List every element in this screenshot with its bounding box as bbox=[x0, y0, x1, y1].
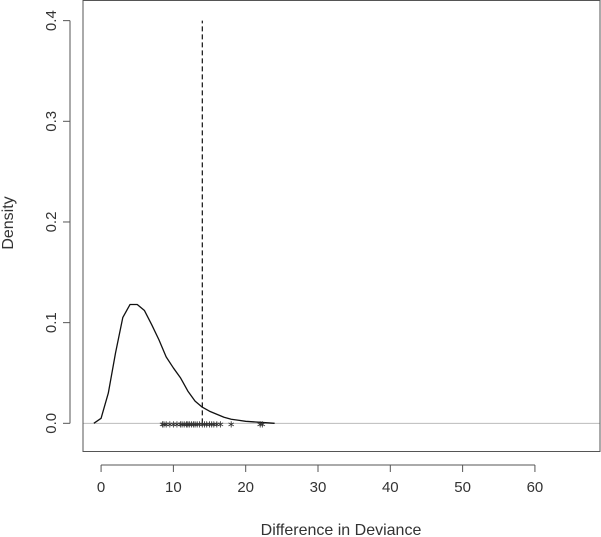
rug-point: ∗ bbox=[205, 419, 213, 430]
y-tick-label: 0.0 bbox=[43, 413, 60, 434]
rug-point: ∗ bbox=[180, 419, 188, 430]
y-tick-label: 0.4 bbox=[43, 10, 60, 31]
rug-point: ∗ bbox=[198, 419, 206, 430]
x-axis: 0 10 20 30 40 50 60 bbox=[97, 464, 544, 496]
rug-point: ∗ bbox=[173, 419, 181, 430]
y-tick-label: 0.2 bbox=[43, 212, 60, 233]
density-curve-line bbox=[93, 303, 275, 424]
rug-point: ∗ bbox=[227, 419, 235, 430]
rug-point: ∗ bbox=[189, 419, 197, 430]
rug-point: ∗ bbox=[191, 419, 199, 430]
x-axis-label: Difference in Deviance bbox=[261, 522, 422, 537]
rug-point: ∗ bbox=[182, 419, 190, 430]
x-tick-label: 60 bbox=[527, 479, 544, 496]
x-tick-label: 20 bbox=[237, 479, 254, 496]
rug-point: ∗ bbox=[185, 419, 193, 430]
y-axis: 0.0 0.1 0.2 0.3 0.4 bbox=[43, 10, 71, 434]
rug-point: ∗ bbox=[166, 419, 174, 430]
rug-point: ∗ bbox=[193, 419, 201, 430]
rug-point: ∗ bbox=[216, 419, 224, 430]
rug-point: ∗ bbox=[208, 419, 216, 430]
x-tick-label: 0 bbox=[97, 479, 105, 496]
rug-point: ∗ bbox=[256, 419, 264, 430]
y-axis-label: Density bbox=[0, 196, 17, 249]
rug-point: ∗ bbox=[178, 419, 186, 430]
rug-point: ∗ bbox=[160, 419, 168, 430]
rug-point: ∗ bbox=[195, 419, 203, 430]
rug-point: ∗ bbox=[202, 419, 210, 430]
rug-point: ∗ bbox=[210, 419, 218, 430]
rug-point: ∗ bbox=[176, 419, 184, 430]
x-tick-label: 50 bbox=[454, 479, 471, 496]
rug-point: ∗ bbox=[162, 419, 170, 430]
rug-point: ∗ bbox=[187, 419, 195, 430]
rug-point: ∗ bbox=[169, 419, 177, 430]
rug-point: ∗ bbox=[184, 419, 192, 430]
rug-point: ∗ bbox=[158, 419, 166, 430]
rug-point: ∗ bbox=[200, 419, 208, 430]
x-tick-label: 40 bbox=[382, 479, 399, 496]
rug-point: ∗ bbox=[258, 419, 266, 430]
x-tick-label: 10 bbox=[165, 479, 182, 496]
plot-marks: ∗∗∗∗∗∗∗∗∗∗∗∗∗∗∗∗∗∗∗∗∗∗∗∗∗ ∗ ∗∗ bbox=[83, 20, 600, 430]
x-tick-label: 30 bbox=[310, 479, 327, 496]
rug-point: ∗ bbox=[213, 419, 221, 430]
plot-frame bbox=[82, 0, 601, 452]
y-tick-label: 0.3 bbox=[43, 111, 60, 132]
y-tick-label: 0.1 bbox=[43, 312, 60, 333]
